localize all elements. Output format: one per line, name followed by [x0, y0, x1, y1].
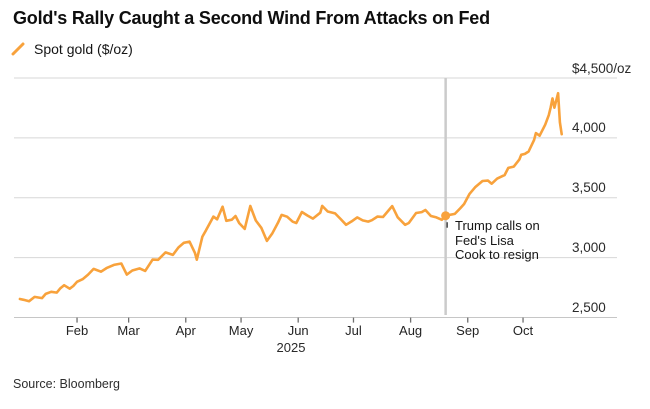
- x-tick-label: Oct: [512, 323, 534, 338]
- y-tick-label: 3,000: [572, 240, 606, 256]
- spot-gold-price-line: [18, 91, 564, 303]
- x-tick-label: Apr: [175, 323, 196, 338]
- source-attribution: Source: Bloomberg: [13, 377, 121, 391]
- x-tick-label: May: [228, 323, 254, 338]
- legend: Spot gold ($/oz): [11, 41, 133, 57]
- y-tick-label: 4,000: [572, 120, 606, 136]
- y-tick-label: 3,500: [572, 180, 606, 196]
- x-tick-label: Mar: [117, 323, 140, 338]
- y-tick-label: $4,500/oz: [572, 60, 632, 76]
- x-tick-label: Jul: [345, 323, 362, 338]
- chart-title: Gold's Rally Caught a Second Wind From A…: [13, 8, 490, 28]
- x-tick-label: Feb: [65, 323, 89, 338]
- y-tick-label: 2,500: [572, 300, 606, 316]
- event-marker-dot: [441, 211, 451, 221]
- x-tick-label: Jun: [287, 323, 309, 338]
- line-swatch-icon: [11, 42, 25, 55]
- x-tick-label: Aug: [399, 323, 423, 338]
- x-tick-label: Sep: [456, 323, 480, 338]
- x-axis-year-label: 2025: [276, 340, 306, 355]
- event-annotation-text: Trump calls on Fed's Lisa Cook to resign: [455, 218, 540, 262]
- legend-label: Spot gold ($/oz): [34, 41, 133, 57]
